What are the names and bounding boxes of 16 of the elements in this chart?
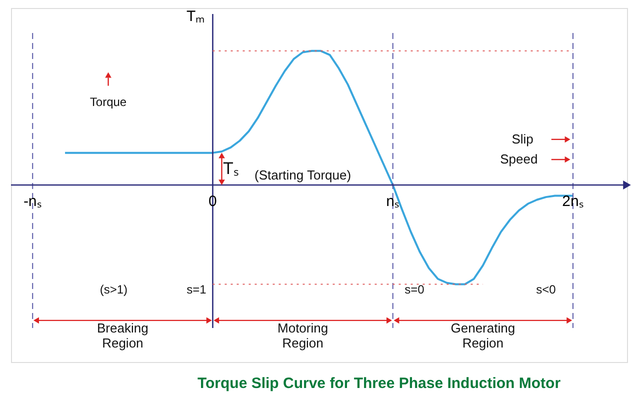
annotation: Torque — [90, 94, 127, 109]
text: Motoring Region — [278, 320, 328, 350]
annotation: Slip — [512, 131, 534, 146]
annotation: s<0 — [536, 282, 556, 297]
annotation: Tₛ — [223, 158, 238, 178]
annotation: s=1 — [186, 282, 207, 297]
text: Torque Slip Curve for Three Phase Induction Motor — [197, 375, 561, 392]
text: Breaking Region — [97, 320, 148, 350]
annotation: Speed — [500, 152, 538, 167]
y-axis-title: Tₘ — [186, 8, 205, 25]
x-tick-label: 2nₛ — [562, 193, 584, 210]
annotation: s=0 — [404, 282, 425, 297]
annotation: (Starting Torque) — [254, 168, 352, 183]
x-tick-label: -nₛ — [23, 193, 42, 210]
text: Generating Region — [450, 320, 516, 350]
annotation: (s>1) — [100, 282, 128, 297]
